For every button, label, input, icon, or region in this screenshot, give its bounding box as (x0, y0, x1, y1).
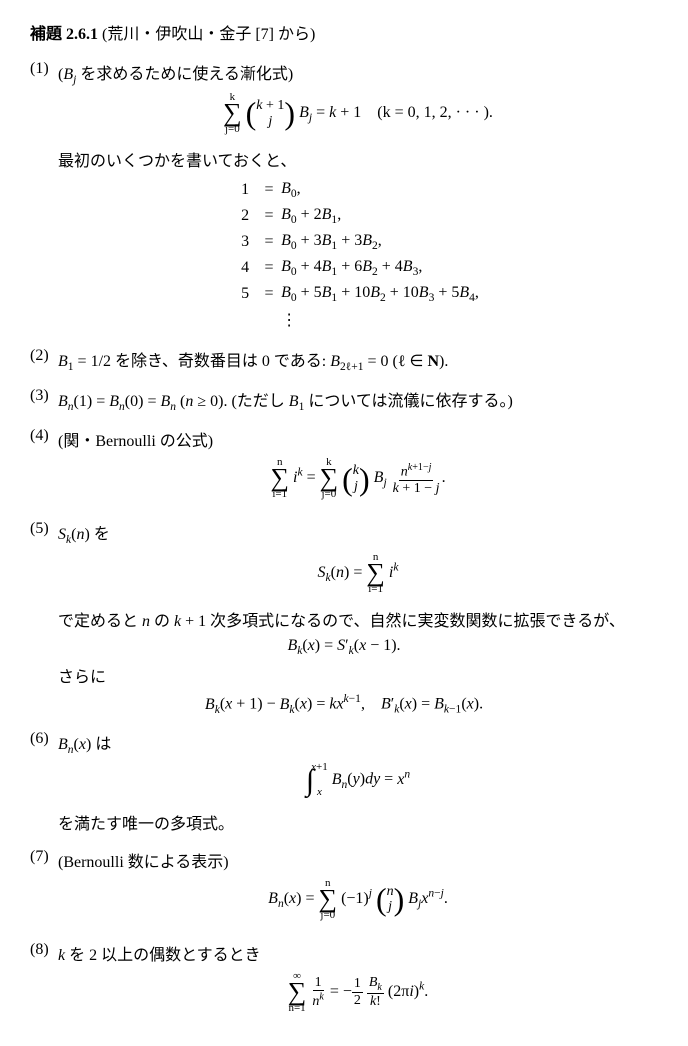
item-3-text: Bn(1) = Bn(0) = Bn (n ≥ 0). (ただし B1 について… (58, 387, 658, 413)
item-6-text-b: を満たす唯一の多項式。 (58, 810, 658, 834)
item-1: (1) (Bj を求めるために使える漸化式) k∑j=0 (k + 1j) Bj… (30, 60, 658, 141)
item-1-note: 最初のいくつかを書いておくと、 (58, 147, 658, 171)
eq-table: 1=B0, 2=B0 + 2B1, 3=B0 + 3B1 + 3B2, 4=B0… (30, 177, 658, 333)
item-7-num: (7) (30, 848, 58, 927)
formula-8: ∞∑n=1 1nk = −12 Bkk! (2πi)k. (58, 971, 658, 1014)
item-2: (2) B1 = 1/2 を除き、奇数番目は 0 である: B2ℓ+1 = 0 … (30, 347, 658, 373)
item-5: (5) Sk(n) を Sk(n) = n∑i=1 ik (30, 520, 658, 601)
lemma-header: 補題 2.6.1 (荒川・伊吹山・金子 [7] から) (30, 20, 658, 44)
formula-5b: Bk(x) = S′k(x − 1). (30, 637, 658, 657)
item-3-num: (3) (30, 387, 58, 413)
item-8: (8) k を 2 以上の偶数とするとき ∞∑n=1 1nk = −12 Bkk… (30, 941, 658, 1020)
item-4-title: (関・Bernoulli の公式) (58, 433, 213, 450)
lemma-source: (荒川・伊吹山・金子 [7] から) (102, 26, 315, 43)
formula-5c: Bk(x + 1) − Bk(x) = kxk−1, B′k(x) = Bk−1… (30, 693, 658, 716)
item-6: (6) Bn(x) は ∫x+1x Bn(y)dy = xn (30, 730, 658, 804)
item-7-title: (Bernoulli 数による表示) (58, 854, 229, 871)
formula-6: ∫x+1x Bn(y)dy = xn (58, 762, 658, 798)
item-2-text: B1 = 1/2 を除き、奇数番目は 0 である: B2ℓ+1 = 0 (ℓ ∈… (58, 347, 658, 373)
item-8-text-a: k を 2 以上の偶数とするとき (58, 947, 261, 964)
item-7: (7) (Bernoulli 数による表示) Bn(x) = n∑j=0 (−1… (30, 848, 658, 927)
item-5-text-c: さらに (58, 663, 658, 687)
item-3: (3) Bn(1) = Bn(0) = Bn (n ≥ 0). (ただし B1 … (30, 387, 658, 413)
item-6-text-a: Bn(x) は (58, 736, 111, 753)
item-5-num: (5) (30, 520, 58, 601)
formula-5a: Sk(n) = n∑i=1 ik (58, 552, 658, 595)
item-1-title: (Bj を求めるために使える漸化式) (58, 66, 293, 83)
item-1-num: (1) (30, 60, 58, 141)
lemma-label: 補題 2.6.1 (30, 26, 98, 43)
formula-7: Bn(x) = n∑j=0 (−1)j (nj) Bjxn−j. (58, 878, 658, 921)
formula-1: k∑j=0 (k + 1j) Bj = k + 1 (k = 0, 1, 2, … (58, 92, 658, 135)
item-5-text-a: Sk(n) を (58, 526, 110, 543)
item-8-num: (8) (30, 941, 58, 1020)
item-2-num: (2) (30, 347, 58, 373)
item-4-num: (4) (30, 427, 58, 506)
item-6-num: (6) (30, 730, 58, 804)
formula-4: n∑i=1 ik = k∑j=0 (kj) Bj nk+1−jk + 1 − j… (58, 457, 658, 500)
item-4: (4) (関・Bernoulli の公式) n∑i=1 ik = k∑j=0 (… (30, 427, 658, 506)
item-5-text-b: で定めると n の k + 1 次多項式になるので、自然に実変数関数に拡張できる… (58, 607, 658, 631)
